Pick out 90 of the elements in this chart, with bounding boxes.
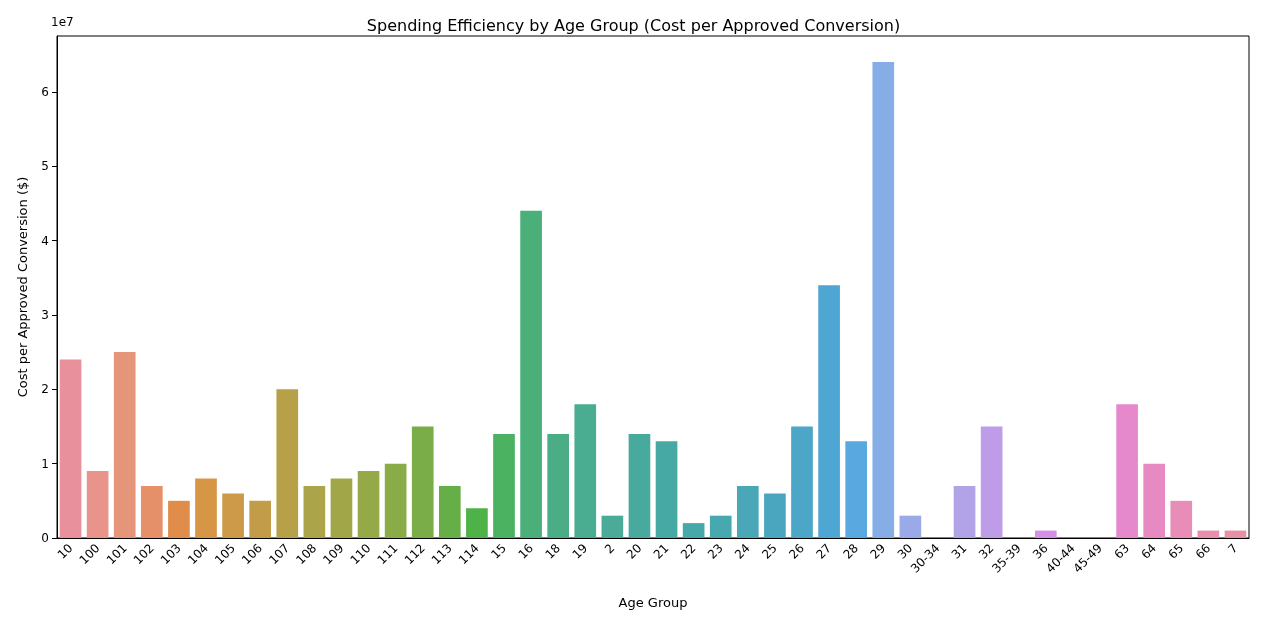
x-tick-label: 111 <box>374 541 401 568</box>
x-tick-label: 18 <box>542 541 564 562</box>
x-tick-label: 27 <box>813 541 835 562</box>
x-tick-label: 22 <box>677 541 699 562</box>
bar <box>222 493 244 538</box>
bar <box>655 441 678 538</box>
bar <box>736 485 759 538</box>
bar <box>357 471 380 538</box>
x-tick-label: 20 <box>623 541 645 562</box>
x-tick-label: 65 <box>1165 541 1187 562</box>
x-axis-title: Age Group <box>618 595 688 610</box>
bar <box>520 210 542 538</box>
bar <box>113 352 136 538</box>
x-tick-label: 114 <box>455 541 482 568</box>
bar <box>411 426 434 538</box>
bar <box>980 426 1003 538</box>
x-tick-label: 30 <box>894 541 916 562</box>
x-tick-label: 31 <box>948 541 970 562</box>
bar <box>140 485 163 538</box>
bar <box>899 515 922 538</box>
x-tick-label: 101 <box>103 541 130 568</box>
x-tick-label: 104 <box>184 541 211 568</box>
bar <box>384 463 407 538</box>
x-tick-label: 25 <box>759 541 780 562</box>
bar <box>818 285 840 538</box>
x-tick-label: 21 <box>650 541 672 562</box>
x-tick-label: 63 <box>1111 541 1133 562</box>
x-tick-label: 7 <box>1225 541 1241 557</box>
bar <box>330 478 353 538</box>
x-tick-label: 19 <box>569 541 591 562</box>
bar <box>682 523 705 538</box>
bar <box>872 62 895 538</box>
y-tick-label: 2 <box>41 382 49 397</box>
bar <box>574 404 597 538</box>
bar <box>59 359 82 538</box>
bar <box>1034 530 1057 538</box>
bar <box>195 478 217 538</box>
x-tick-label: 23 <box>704 541 726 562</box>
x-tick-label: 26 <box>786 541 807 562</box>
x-tick-label: 112 <box>401 541 428 568</box>
x-tick-label: 102 <box>130 541 157 568</box>
x-tick-label: 28 <box>840 541 862 562</box>
bar <box>1197 530 1220 538</box>
bar <box>438 485 461 538</box>
x-tick-label: 10 <box>54 541 76 562</box>
bar <box>168 500 190 538</box>
y-tick-label: 1 <box>41 456 49 471</box>
bar <box>1116 404 1138 538</box>
y-tick-label: 3 <box>41 307 49 322</box>
bar <box>628 433 651 538</box>
bar <box>276 389 299 538</box>
x-tick-label: 2 <box>602 541 618 557</box>
x-tick-label: 103 <box>157 541 184 568</box>
bar <box>86 471 109 538</box>
x-tick-label: 36 <box>1030 541 1051 562</box>
bar <box>249 500 272 538</box>
bar <box>601 515 624 538</box>
x-tick-label: 108 <box>293 541 320 568</box>
y-tick-label: 0 <box>41 531 49 545</box>
chart-title: Spending Efficiency by Age Group (Cost per Approved Conversion) <box>366 15 901 35</box>
bar <box>1224 530 1247 538</box>
text: 1e7 <box>51 15 74 29</box>
bar <box>466 508 488 538</box>
y-tick-label: 4 <box>41 233 49 248</box>
x-tick-label: 100 <box>76 541 103 568</box>
x-tick-label: 24 <box>732 541 753 562</box>
x-tick-label: 29 <box>867 541 889 562</box>
bar <box>547 433 570 538</box>
x-tick-label: 15 <box>488 541 509 562</box>
x-tick-label: 16 <box>515 541 537 562</box>
x-tick-label: 64 <box>1138 541 1160 562</box>
x-tick-label: 110 <box>347 541 374 568</box>
y-tick-label: 6 <box>41 84 49 99</box>
bar <box>845 441 868 538</box>
bar <box>791 426 813 538</box>
bar <box>303 485 326 538</box>
x-tick-label: 105 <box>211 541 239 568</box>
x-tick-label: 113 <box>428 541 455 568</box>
bar <box>1143 463 1166 538</box>
x-tick-label: 32 <box>975 541 997 562</box>
bar <box>953 485 976 538</box>
y-axis-title: Cost per Approved Conversion ($) <box>15 176 30 398</box>
x-tick-label: 66 <box>1192 541 1214 562</box>
y-tick-label: 5 <box>41 159 49 174</box>
bar <box>764 493 786 538</box>
x-tick-label: 106 <box>239 541 266 568</box>
bar <box>1170 500 1193 538</box>
bar <box>493 433 515 538</box>
x-tick-label: 109 <box>320 541 347 568</box>
bar <box>709 515 732 538</box>
